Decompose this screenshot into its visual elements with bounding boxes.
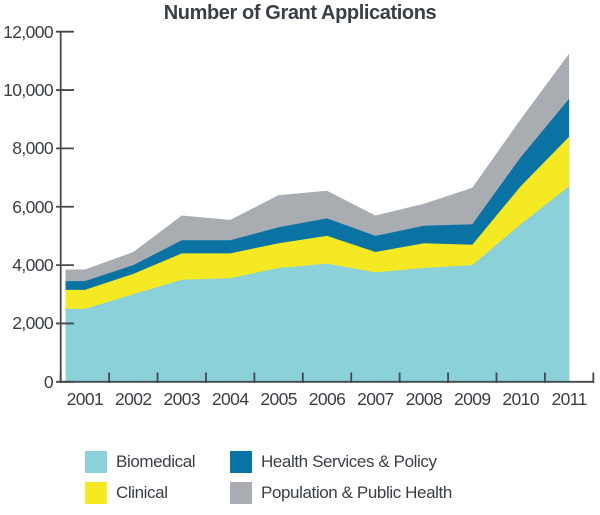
- legend-label: Biomedical: [116, 451, 196, 471]
- legend-item: Health Services & Policy: [230, 450, 437, 473]
- x-tick-label: 2005: [260, 389, 297, 409]
- legend-label: Clinical: [116, 482, 168, 502]
- x-tick-label: 2003: [163, 389, 201, 409]
- area-biomedical: [65, 186, 570, 382]
- y-tick-label: 8,000: [12, 138, 53, 159]
- x-tick-label: 2004: [211, 389, 249, 409]
- legend-swatch: [230, 450, 252, 473]
- x-tick-label: 2001: [66, 389, 104, 409]
- legend-item: Clinical: [85, 481, 168, 504]
- chart-title: Number of Grant Applications: [163, 2, 437, 24]
- y-tick-label: 2,000: [12, 313, 53, 334]
- legend-swatch: [230, 481, 252, 504]
- legend-swatch: [85, 481, 107, 504]
- x-tick-label: 2011: [551, 389, 587, 409]
- y-tick-label: 4,000: [12, 255, 53, 276]
- x-tick-label: 2010: [502, 389, 539, 409]
- y-tick-label: 12,000: [3, 21, 54, 42]
- x-tick-label: 2002: [115, 389, 152, 409]
- y-tick-label: 6,000: [12, 196, 53, 217]
- legend-item: Population & Public Health: [230, 481, 452, 504]
- legend-label: Population & Public Health: [261, 482, 452, 502]
- x-tick-label: 2007: [357, 389, 394, 409]
- y-tick-label: 10,000: [3, 80, 54, 100]
- legend-swatch: [85, 450, 107, 473]
- x-tick-label: 2008: [405, 389, 443, 409]
- legend-label: Health Services & Policy: [261, 451, 437, 471]
- legend-item: Biomedical: [85, 450, 196, 473]
- x-tick-label: 2009: [454, 389, 491, 409]
- x-tick-label: 2006: [308, 389, 346, 409]
- y-tick-label: 0: [43, 371, 54, 392]
- stacked-area-plot: [56, 30, 595, 383]
